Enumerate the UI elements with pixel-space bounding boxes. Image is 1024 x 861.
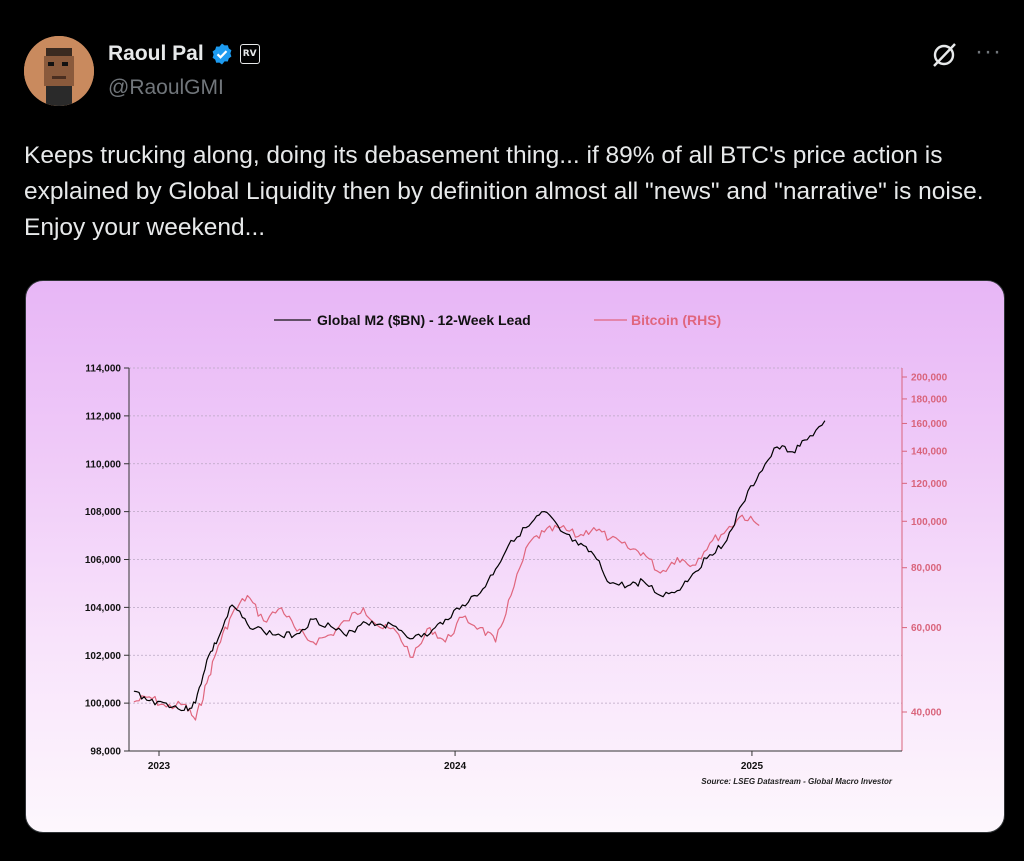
avatar-image [24,36,94,106]
author-handle[interactable]: @RaoulGMI [108,76,224,99]
y-right-tick-label: 120,000 [911,479,948,490]
y-right-tick-label: 200,000 [911,373,948,384]
author-name[interactable]: Raoul Pal [108,42,204,65]
chart: 98,000 100,000 102,000 104,000 106,000 108,00… [85,312,948,786]
y-left-tick-label: 114,000 [85,364,121,375]
tweet-header: Raoul Pal RV @RaoulGMI ··· [24,36,1004,108]
legend-label-m2: Global M2 ($BN) - 12-Week Lead [317,312,531,328]
chart-source: Source: LSEG Datastream - Global Macro I… [701,777,893,786]
y-left-tick-label: 98,000 [90,747,121,758]
y-left-tick-label: 106,000 [85,555,122,566]
x-tick-label: 2025 [741,761,764,772]
grok-icon[interactable] [929,40,959,70]
y-right-tick-label: 80,000 [911,563,942,574]
y-left-tick-label: 100,000 [85,699,122,710]
y-left-tick-label: 102,000 [85,651,122,662]
y-left-tick-label: 110,000 [85,459,121,470]
tweet-text: Keeps trucking along, doing its debaseme… [24,142,984,241]
more-icon[interactable]: ··· [975,38,1002,65]
chart-image-card[interactable]: 98,000 100,000 102,000 104,000 106,000 108,00… [25,280,1005,833]
avatar[interactable] [24,36,94,106]
y-right-tick-label: 100,000 [911,517,948,528]
y-left-tick-label: 104,000 [85,603,122,614]
affiliate-badge[interactable]: RV [239,44,260,64]
verified-badge-icon [212,43,232,65]
y-left-tick-label: 112,000 [85,411,121,422]
m2-series-line [133,420,826,712]
y-right-tick-label: 180,000 [911,394,948,405]
btc-series-line [133,514,760,721]
y-left-tick-label: 108,000 [85,507,122,518]
legend-label-btc: Bitcoin (RHS) [631,312,721,328]
y-right-tick-label: 40,000 [911,708,942,719]
y-right-tick-label: 140,000 [911,447,948,458]
x-tick-label: 2023 [148,761,171,772]
y-right-tick-label: 160,000 [911,419,948,430]
x-tick-label: 2024 [444,761,467,772]
y-right-tick-label: 60,000 [911,623,942,634]
